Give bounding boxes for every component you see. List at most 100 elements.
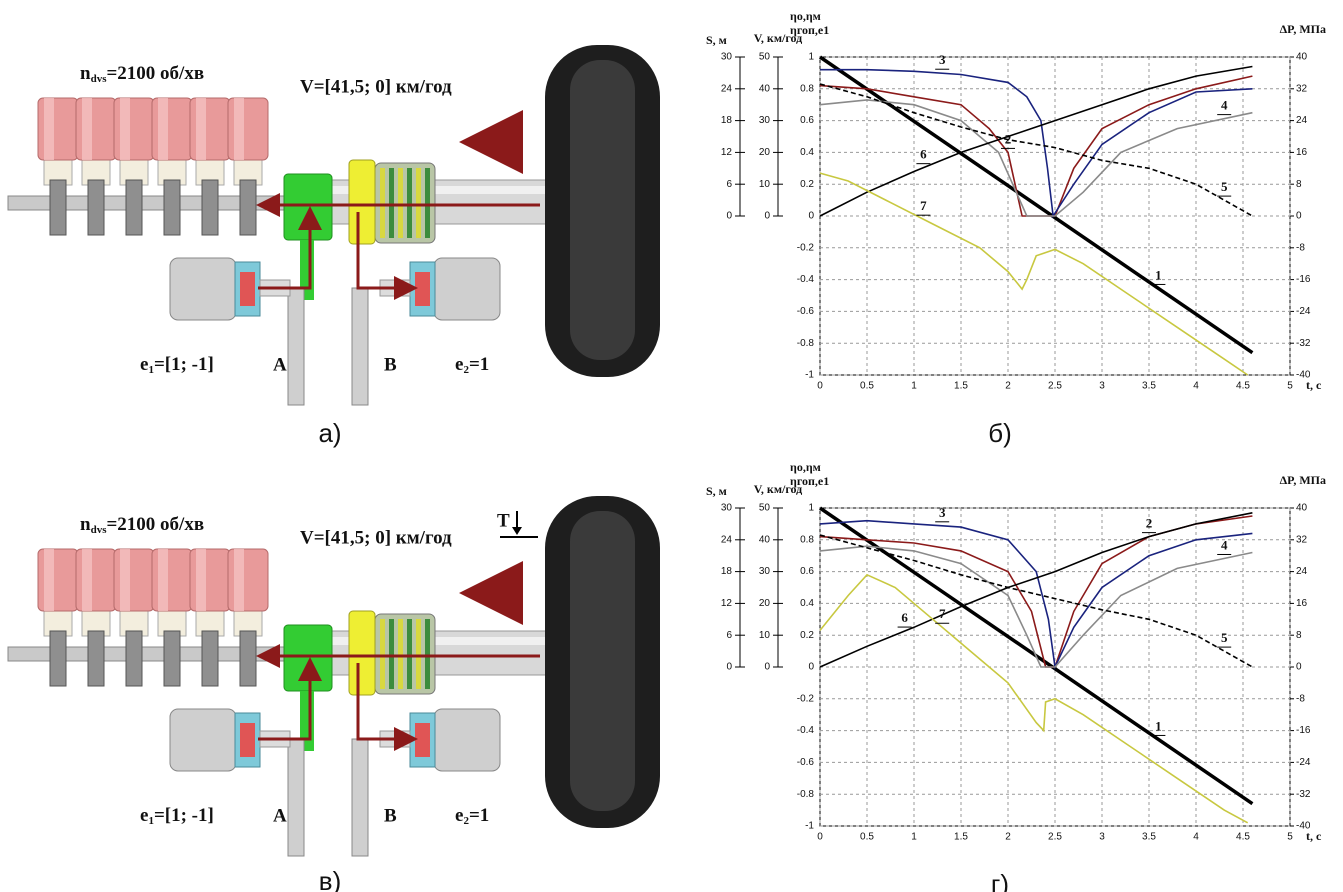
aux-tick-label: 20	[759, 598, 771, 609]
text-part: =2100 об/хв	[106, 514, 204, 535]
series-line	[820, 68, 1253, 219]
aux-tick-label: 30	[721, 503, 733, 514]
shape	[49, 179, 67, 236]
x-tick-label: 1.5	[954, 381, 968, 392]
series-label: 3	[939, 52, 946, 67]
v-axis-label: V, км/год	[754, 31, 802, 45]
e1-label: e1=[1; -1]	[140, 354, 214, 375]
series-line	[819, 519, 1253, 670]
y-tick-label: -0.4	[797, 725, 815, 736]
aux-tick-label: 50	[759, 503, 771, 514]
shape	[415, 723, 430, 757]
x-tick-label: 0.5	[860, 832, 874, 843]
shape	[169, 257, 237, 321]
shape	[389, 168, 394, 238]
series-line	[819, 65, 1253, 217]
shape	[407, 619, 412, 689]
y2-tick-label: -16	[1296, 725, 1311, 736]
series-label: 1	[1155, 267, 1162, 282]
text-part: e	[455, 354, 463, 375]
shape	[87, 179, 105, 236]
text-part: e	[455, 805, 463, 826]
aux-tick-label: 12	[721, 598, 733, 609]
y-tick-label: -0.2	[797, 242, 815, 253]
shape	[425, 168, 430, 238]
shape	[416, 168, 421, 238]
aux-tick-label: 12	[721, 147, 733, 158]
y-tick-label: 0.4	[800, 598, 814, 609]
shape	[570, 511, 635, 811]
shape	[201, 630, 219, 687]
y2-tick-label: -32	[1296, 338, 1311, 349]
series-label: 6	[901, 610, 908, 625]
y2-tick-label: 8	[1296, 630, 1302, 641]
shape	[196, 98, 206, 160]
y-tick-label: 0	[808, 662, 814, 673]
subscript: dvs	[91, 73, 108, 85]
shape	[240, 723, 255, 757]
series-line	[819, 83, 1253, 217]
series-line	[819, 545, 1253, 668]
series-label: 5	[1221, 630, 1228, 645]
x-tick-label: 4.5	[1236, 381, 1250, 392]
x-tick-label: 2.5	[1048, 381, 1062, 392]
shape	[258, 206, 322, 290]
clutch-b: B	[384, 354, 397, 375]
shape	[425, 619, 430, 689]
engine-speed: ndvs=2100 об/хв	[80, 63, 204, 84]
y2-tick-label: 0	[1296, 211, 1302, 222]
y2-axis-label: ΔP, МПа	[1280, 473, 1326, 487]
y-axis-label: ηо,ηм	[790, 9, 821, 23]
shape	[87, 630, 105, 687]
y-tick-label: 0.4	[800, 147, 814, 158]
x-tick-label: 4	[1193, 381, 1199, 392]
shape	[433, 708, 501, 772]
aux-tick-label: 0	[726, 211, 732, 222]
shape	[512, 527, 522, 535]
subscript: 1	[148, 815, 154, 827]
y2-tick-label: 16	[1296, 598, 1308, 609]
shape	[287, 287, 305, 406]
shape	[234, 712, 261, 768]
clutch-a: A	[273, 354, 287, 375]
y-axis-label: ηо,ηм	[790, 460, 821, 474]
y-tick-label: -0.6	[797, 757, 815, 768]
shape	[398, 168, 403, 238]
y-tick-label: 0	[808, 211, 814, 222]
diagram: ndvs=2100 об/хвV=[41,5; 0] км/годe1=[1; …	[7, 45, 660, 448]
y-tick-label: -1	[805, 370, 814, 381]
aux-tick-label: 24	[721, 83, 733, 94]
aux-tick-label: 50	[759, 52, 771, 63]
shape	[416, 619, 421, 689]
shape	[120, 98, 130, 160]
e2-label: e2=1	[455, 805, 489, 826]
x-tick-label: 5	[1287, 832, 1293, 843]
x-tick-label: 3.5	[1142, 832, 1156, 843]
shape	[234, 261, 261, 317]
x-tick-label: 0.5	[860, 381, 874, 392]
y2-tick-label: 24	[1296, 566, 1308, 577]
shape	[351, 287, 369, 406]
y-tick-label: -0.2	[797, 693, 815, 704]
y-tick-label: -0.4	[797, 274, 815, 285]
text-part: n	[80, 514, 91, 535]
y-tick-label: -0.8	[797, 789, 815, 800]
x-tick-label: 4	[1193, 832, 1199, 843]
aux-tick-label: 0	[764, 662, 770, 673]
shape	[283, 173, 333, 241]
x-tick-label: 2	[1005, 381, 1011, 392]
shape	[356, 663, 418, 751]
shape	[258, 657, 322, 741]
text-part: =[1; -1]	[154, 354, 214, 375]
s-axis-label: S, м	[706, 33, 727, 47]
shape	[433, 257, 501, 321]
caption: б)	[988, 418, 1012, 448]
x-tick-label: 1	[911, 832, 917, 843]
aux-tick-label: 6	[726, 179, 732, 190]
y2-tick-label: -24	[1296, 306, 1311, 317]
shape	[348, 159, 376, 245]
series-label: 5	[1221, 179, 1228, 194]
shape	[163, 630, 181, 687]
shape	[239, 630, 257, 687]
y2-tick-label: 40	[1296, 52, 1308, 63]
